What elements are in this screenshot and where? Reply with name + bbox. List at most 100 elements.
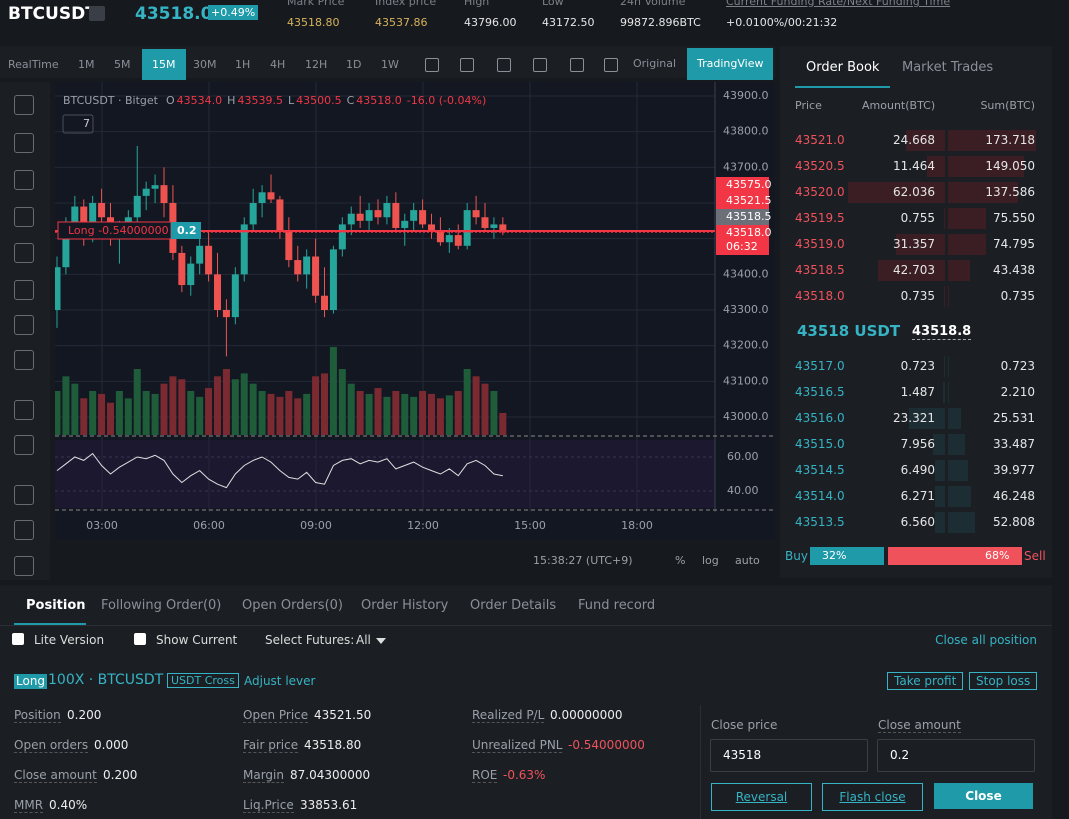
close-amount-label: Close amount <box>878 718 961 733</box>
interval[interactable]: 1H <box>235 58 251 71</box>
draw-tool[interactable] <box>14 520 34 540</box>
panel-tab[interactable]: Position <box>26 598 86 613</box>
draw-tool[interactable] <box>14 170 34 190</box>
interval[interactable]: 1D <box>346 58 362 71</box>
ob-price: 43513.5 <box>795 515 845 529</box>
draw-tool[interactable] <box>14 207 34 227</box>
action-btn[interactable]: Take profit <box>887 672 964 690</box>
panel-tab[interactable]: Following Order(0) <box>101 598 222 613</box>
ob-amount: 6.560 <box>900 515 935 529</box>
draw-tool[interactable] <box>14 556 34 576</box>
sum-depth <box>948 486 972 507</box>
rsi-bg <box>55 440 715 508</box>
view[interactable]: TradingView <box>687 48 774 80</box>
candle-body <box>419 210 427 225</box>
interval[interactable]: 1W <box>381 58 399 71</box>
draw-tool[interactable] <box>14 315 34 335</box>
close-price[interactable]: 43518 <box>723 748 762 762</box>
volume-bar <box>499 413 507 435</box>
sum-depth <box>948 156 1024 177</box>
stat-value: 43796.00 <box>464 16 517 29</box>
ob-tab[interactable]: Market Trades <box>902 60 994 75</box>
ob-tab[interactable]: Order Book <box>806 60 880 75</box>
candle-body <box>312 256 320 296</box>
side-badge: Long <box>14 674 48 689</box>
tool-icon[interactable] <box>460 58 474 72</box>
tool-icon[interactable] <box>604 58 618 72</box>
x-tick-label: 18:00 <box>621 519 653 532</box>
candle-body <box>428 224 435 232</box>
ob-amount: 0.735 <box>900 289 935 303</box>
tool-icon[interactable] <box>497 58 511 72</box>
draw-tool[interactable] <box>14 133 34 153</box>
tool-icon[interactable] <box>533 58 547 72</box>
candle-body <box>80 206 88 236</box>
checkbox[interactable] <box>134 633 146 645</box>
interval[interactable]: 30M <box>193 58 217 71</box>
select-value[interactable]: All <box>356 633 371 647</box>
button[interactable]: Reversal <box>711 783 812 811</box>
v-divider <box>700 705 701 819</box>
draw-tool[interactable] <box>14 95 34 115</box>
candle-body <box>258 192 266 203</box>
field-value: 0.200 <box>67 708 102 722</box>
ob-sum: 33.487 <box>993 437 1035 451</box>
ob-amount: 31.357 <box>893 237 935 251</box>
draw-tool[interactable] <box>14 280 34 300</box>
volume-bar <box>71 383 79 435</box>
checkbox[interactable] <box>12 633 24 645</box>
bottom-bg <box>0 585 1052 819</box>
candle-body <box>481 217 489 228</box>
field-label: Open orders <box>14 738 89 753</box>
interval[interactable]: 4H <box>270 58 286 71</box>
draw-tool[interactable] <box>14 350 34 370</box>
interval[interactable]: 5M <box>114 58 131 71</box>
candle-body <box>303 256 311 275</box>
tool-icon[interactable] <box>570 58 584 72</box>
volume-bar <box>107 402 114 435</box>
sum-depth <box>948 460 969 481</box>
draw-tool[interactable] <box>14 243 34 263</box>
margin-mode[interactable]: USDT Cross <box>167 673 239 688</box>
ob-sum: 39.977 <box>993 463 1035 477</box>
tool-icon[interactable] <box>425 58 439 72</box>
panel-tab[interactable]: Open Orders(0) <box>242 598 343 613</box>
action-btn[interactable]: Stop loss <box>969 672 1038 690</box>
sum-depth <box>948 434 965 455</box>
draw-tool[interactable] <box>14 400 34 420</box>
ob-head: Price <box>795 99 822 112</box>
volume-bar <box>356 391 364 435</box>
volume-bar <box>160 383 168 435</box>
draw-tool[interactable] <box>14 485 34 505</box>
y-tick-label: 43900.0 <box>723 89 769 102</box>
candle-body <box>401 220 409 228</box>
close-amount[interactable]: 0.2 <box>890 748 910 762</box>
volume-bar <box>401 393 409 435</box>
panel-tab[interactable]: Order Details <box>470 598 557 613</box>
y-tick-label: 43100.0 <box>723 374 769 387</box>
interval[interactable]: 1M <box>78 58 95 71</box>
volume-bar <box>303 393 311 435</box>
close-all[interactable]: Close all position <box>935 633 1037 647</box>
indicator-toggle <box>62 114 94 134</box>
amount-depth <box>895 234 945 255</box>
legend-text: C <box>347 94 355 107</box>
adjust[interactable]: Adjust lever <box>244 674 316 688</box>
panel-tab[interactable]: Fund record <box>578 598 656 613</box>
interval[interactable]: RealTime <box>8 58 59 71</box>
draw-tool[interactable] <box>14 435 34 455</box>
button[interactable]: Close <box>934 783 1033 809</box>
field-value: 87.04300000 <box>290 768 371 782</box>
candle-body <box>472 210 480 218</box>
sum-depth <box>948 208 987 229</box>
panel-tab[interactable]: Order History <box>361 598 449 613</box>
field-value: -0.63% <box>503 768 546 782</box>
stat-value: 43518.80 <box>287 16 340 29</box>
button[interactable]: Flash close <box>822 783 923 811</box>
ob-head: Amount(BTC) <box>862 99 936 112</box>
ob-price: 43518.5 <box>795 263 845 277</box>
interval[interactable]: 15M <box>142 49 186 80</box>
view[interactable]: Original <box>633 57 677 70</box>
candle-body <box>499 224 507 233</box>
interval[interactable]: 12H <box>305 58 328 71</box>
